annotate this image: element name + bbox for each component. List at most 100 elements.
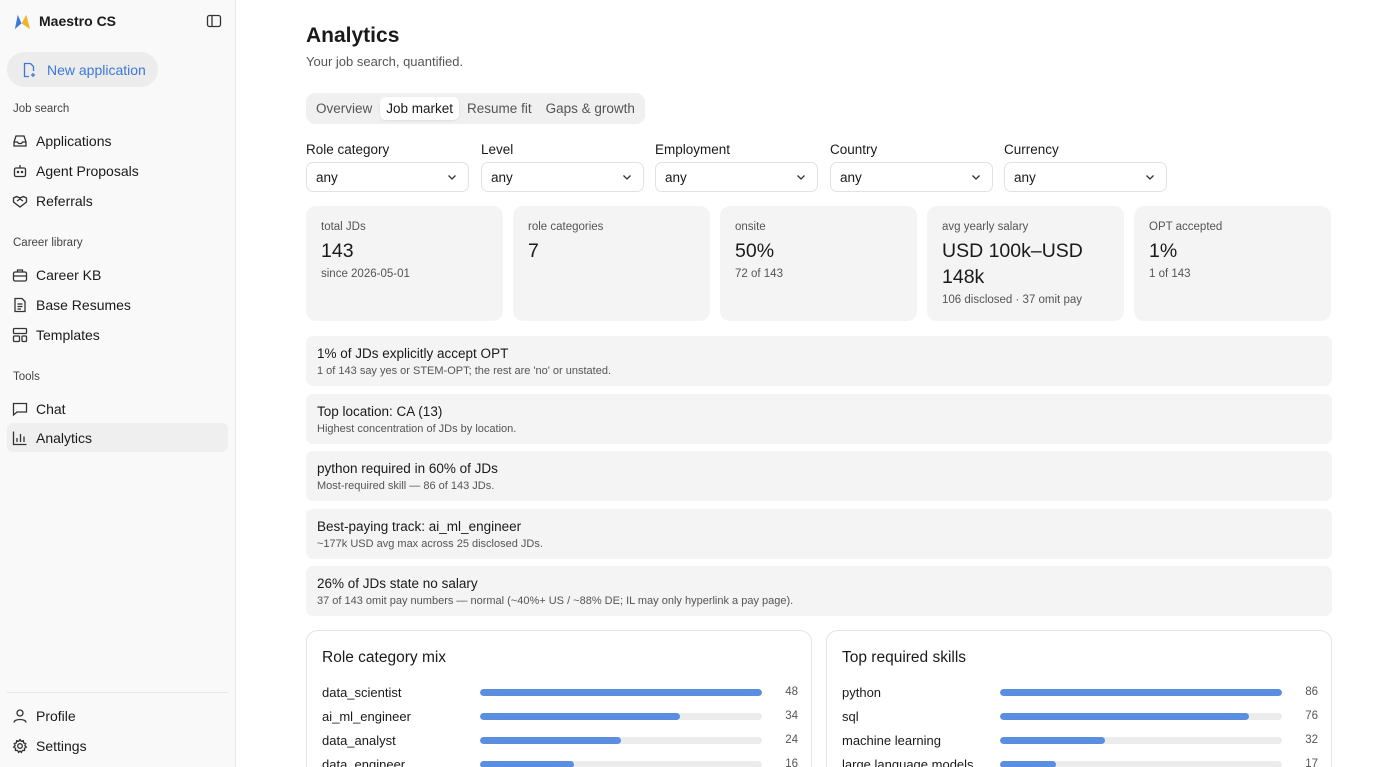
tab-overview[interactable]: Overview: [316, 101, 373, 116]
sidebar-item-label: Profile: [36, 707, 76, 724]
stat-card-opt-accepted: OPT accepted 1% 1 of 143: [1134, 206, 1331, 321]
filter-label: Currency: [1004, 142, 1059, 157]
document-icon: [14, 297, 26, 312]
sidebar-item-label: Referrals: [36, 192, 93, 209]
sidebar: Maestro CS New application Job search Ap…: [0, 0, 236, 767]
handshake-icon: [12, 195, 28, 208]
bar-value: 24: [785, 734, 798, 746]
sidebar-item-applications[interactable]: Applications: [7, 126, 228, 155]
insight-python: python required in 60% of JDs Most-requi…: [306, 451, 1332, 501]
bar-row: data_engineer 16: [322, 755, 798, 767]
stat-label: total JDs: [321, 221, 366, 233]
new-application-button[interactable]: New application: [7, 52, 158, 87]
insight-opt: 1% of JDs explicitly accept OPT 1 of 143…: [306, 336, 1332, 386]
insight-title: Top location: CA (13): [317, 404, 443, 419]
filter-label: Level: [481, 142, 514, 157]
stat-value: 1%: [1149, 240, 1178, 262]
bar-value: 48: [785, 686, 798, 698]
bar-row: data_analyst 24: [322, 731, 798, 749]
bar-track: [1000, 688, 1282, 696]
bar-row: large language models 17: [842, 755, 1318, 767]
chevron-down-icon: [623, 175, 631, 180]
insight-title: 1% of JDs explicitly accept OPT: [317, 346, 509, 361]
sidebar-item-career-kb[interactable]: Career KB: [7, 260, 228, 289]
chevron-down-icon: [797, 175, 805, 180]
sidebar-item-templates[interactable]: Templates: [7, 320, 228, 349]
bar-track: [1000, 736, 1282, 744]
sidebar-item-analytics[interactable]: Analytics: [7, 423, 228, 452]
level-select[interactable]: any: [481, 162, 644, 192]
bar-value: 16: [785, 758, 798, 767]
sidebar-item-label: Templates: [36, 326, 100, 343]
stat-label: avg yearly salary: [942, 221, 1029, 233]
sidebar-item-agent-proposals[interactable]: Agent Proposals: [7, 156, 228, 185]
brand[interactable]: Maestro CS: [13, 11, 116, 31]
filter-country: Country any: [830, 142, 993, 192]
tab-gaps-growth[interactable]: Gaps & growth: [545, 101, 635, 116]
bar-fill: [1000, 736, 1105, 744]
bar-label: machine learning: [842, 732, 942, 748]
bot-icon: [13, 164, 27, 177]
bar-track: [1000, 760, 1282, 767]
bar-fill: [1000, 760, 1056, 767]
bar-row: python 86: [842, 683, 1318, 701]
sidebar-item-chat[interactable]: Chat: [7, 394, 228, 423]
gear-icon: [12, 737, 28, 753]
bar-track: [480, 688, 762, 696]
analytics-tabs: Overview Job market Resume fit Gaps & gr…: [306, 93, 645, 124]
tab-job-market[interactable]: Job market: [380, 97, 460, 120]
section-label-career-library: Career library: [13, 237, 83, 249]
stat-value: USD 100k–USD 148k: [942, 240, 1083, 288]
role-category-select[interactable]: any: [306, 162, 469, 192]
select-value: any: [840, 169, 862, 185]
sidebar-item-settings[interactable]: Settings: [7, 731, 228, 760]
sidebar-item-label: Analytics: [36, 429, 93, 446]
stat-sub: 106 disclosed · 37 omit pay: [942, 294, 1082, 306]
role-category-mix-panel: Role category mix data_scientist 48 ai_ml_…: [306, 630, 812, 767]
top-skills-panel: Top required skills python 86 sql 76 machine…: [826, 630, 1332, 767]
sidebar-item-profile[interactable]: Profile: [7, 701, 228, 730]
bar-value: 17: [1305, 758, 1318, 767]
bar-track: [480, 736, 762, 744]
country-select[interactable]: any: [830, 162, 993, 192]
filter-employment: Employment any: [655, 142, 818, 192]
section-label-job-search: Job search: [13, 103, 70, 115]
select-value: any: [1014, 169, 1036, 185]
sidebar-item-label: Chat: [36, 400, 66, 417]
currency-select[interactable]: any: [1004, 162, 1167, 192]
bar-fill: [480, 712, 680, 720]
bar-label: data_analyst: [322, 732, 396, 748]
chevron-down-icon: [1146, 175, 1154, 180]
bar-value: 76: [1305, 710, 1318, 722]
insight-sub: Highest concentration of JDs by location…: [317, 423, 517, 435]
briefcase-icon: [12, 268, 28, 282]
employment-select[interactable]: any: [655, 162, 818, 192]
insight-title: python required in 60% of JDs: [317, 461, 498, 476]
select-value: any: [665, 169, 687, 185]
app-name: Maestro CS: [39, 13, 117, 29]
bar-fill: [1000, 688, 1282, 696]
bar-fill: [480, 688, 762, 696]
filter-label: Role category: [306, 142, 390, 157]
bar-value: 32: [1305, 734, 1318, 746]
bar-track: [480, 712, 762, 720]
filter-role-category: Role category any: [306, 142, 469, 192]
panel-title: Top required skills: [842, 649, 967, 666]
insight-top-location: Top location: CA (13) Highest concentrat…: [306, 394, 1332, 444]
tab-resume-fit[interactable]: Resume fit: [467, 101, 532, 116]
stat-sub: 72 of 143: [735, 268, 783, 280]
bar-value: 86: [1305, 686, 1318, 698]
panel-title: Role category mix: [322, 649, 447, 666]
bar-track: [480, 760, 762, 767]
stat-label: role categories: [528, 221, 604, 233]
bar-row: ai_ml_engineer 34: [322, 707, 798, 725]
bar-label: ai_ml_engineer: [322, 708, 411, 724]
page-title: Analytics: [306, 24, 400, 47]
sidebar-item-label: Agent Proposals: [36, 162, 139, 179]
sidebar-toggle-icon[interactable]: [206, 13, 222, 29]
file-plus-icon: [23, 62, 35, 77]
sidebar-item-referrals[interactable]: Referrals: [7, 186, 228, 215]
sidebar-item-base-resumes[interactable]: Base Resumes: [7, 290, 228, 319]
stat-card-avg-salary: avg yearly salary USD 100k–USD 148k 106 …: [927, 206, 1124, 321]
sidebar-item-label: Career KB: [36, 266, 102, 283]
